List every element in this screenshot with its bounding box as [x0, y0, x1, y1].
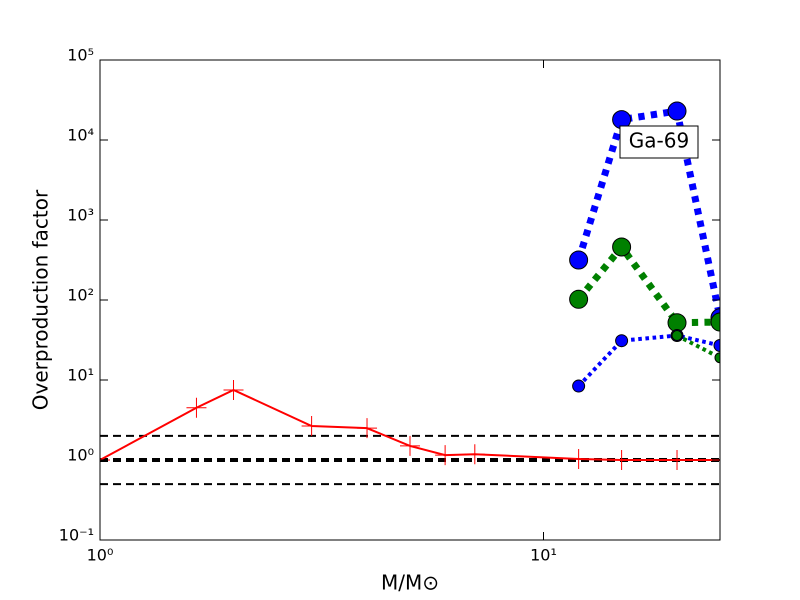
y-axis-label: Overproduction factor: [29, 189, 53, 410]
marker: [569, 250, 589, 270]
annotation: Ga-69: [629, 129, 689, 153]
x-axis-label: M/M⊙: [381, 571, 439, 595]
annotation-box: [619, 125, 699, 159]
marker: [357, 418, 378, 439]
y-tick-label: 10²: [67, 286, 94, 305]
series-line: [676, 333, 720, 360]
x-tick-label: 10¹: [530, 546, 557, 565]
y-tick-label: 10⁻¹: [59, 526, 94, 545]
series-line: [577, 333, 720, 388]
marker: [400, 435, 420, 456]
marker: [713, 338, 720, 352]
marker: [671, 329, 683, 341]
plot-area: [100, 101, 720, 486]
marker: [714, 352, 720, 364]
y-tick-label: 10⁵: [67, 46, 94, 65]
marker: [612, 237, 632, 257]
marker: [435, 445, 456, 466]
x-tick-label: 10⁰: [87, 546, 114, 565]
marker: [611, 450, 632, 470]
marker: [572, 379, 586, 393]
marker: [710, 312, 720, 332]
marker: [569, 289, 589, 309]
y-tick-label: 10³: [67, 206, 94, 225]
marker: [464, 444, 485, 465]
y-tick-label: 10⁰: [67, 446, 94, 465]
marker: [186, 397, 207, 418]
y-tick-label: 10⁴: [67, 126, 94, 145]
marker: [615, 334, 629, 348]
series-line: [575, 241, 720, 327]
marker: [301, 416, 322, 437]
series-line: [575, 107, 720, 319]
marker: [667, 450, 688, 470]
marker: [223, 379, 244, 400]
marker: [667, 101, 687, 121]
y-tick-label: 10¹: [67, 366, 94, 385]
marker: [568, 448, 589, 469]
